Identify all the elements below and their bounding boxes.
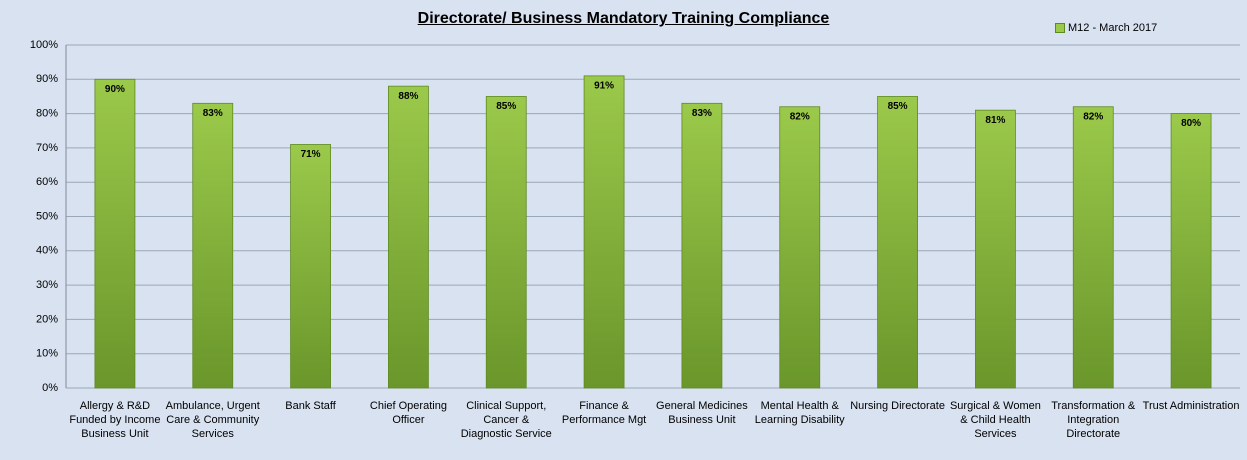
y-tick-label: 50%: [36, 210, 58, 222]
chart-title: Directorate/ Business Mandatory Training…: [417, 10, 830, 27]
y-tick-label: 100%: [30, 39, 58, 51]
x-tick-label: Bank Staff: [285, 400, 336, 412]
legend-label: M12 - March 2017: [1068, 22, 1158, 34]
bar: [1170, 113, 1212, 389]
y-tick-label: 40%: [36, 245, 58, 257]
bar: [1072, 106, 1114, 389]
bar: [290, 144, 331, 389]
bar: [681, 102, 723, 389]
data-label: 83%: [203, 108, 223, 119]
data-label: 82%: [1083, 111, 1103, 122]
y-tick-label: 30%: [36, 279, 58, 291]
legend: M12 - March 2017: [1055, 22, 1157, 34]
x-tick-label: Mental Health & Learning Disability: [754, 400, 845, 426]
y-tick-label: 20%: [36, 313, 58, 325]
legend-swatch: [1055, 23, 1065, 33]
data-label: 82%: [790, 111, 810, 122]
x-tick-label: General Medicines Business Unit: [656, 400, 748, 426]
data-label: 85%: [496, 101, 516, 112]
y-tick-label: 10%: [36, 348, 58, 360]
bar: [485, 96, 527, 389]
y-tick-label: 80%: [36, 108, 58, 120]
bar: [583, 75, 625, 389]
data-label: 71%: [301, 149, 321, 160]
bar: [388, 85, 429, 389]
y-tick-label: 0%: [42, 382, 58, 394]
y-tick-label: 90%: [36, 73, 58, 85]
x-tick-label: Finance & Performance Mgt: [561, 400, 647, 426]
data-label: 91%: [594, 81, 614, 92]
x-tick-label: Transformation & Integration Directorate: [1051, 400, 1136, 440]
y-tick-label: 60%: [36, 176, 58, 188]
x-tick-label: Clinical Support, Cancer & Diagnostic Se…: [460, 400, 552, 440]
x-tick-label: Trust Administration: [1142, 400, 1240, 412]
y-tick-label: 70%: [36, 142, 58, 154]
data-label: 83%: [692, 108, 712, 119]
x-tick-label: Chief Operating Officer: [369, 400, 447, 426]
data-label: 88%: [398, 91, 418, 102]
data-label: 85%: [888, 101, 908, 112]
data-label: 90%: [105, 84, 125, 95]
x-tick-label: Surgical & Women & Child Health Services: [949, 400, 1041, 440]
x-tick-label: Ambulance, Urgent Care & Community Servi…: [165, 400, 260, 440]
bar: [94, 78, 136, 389]
x-tick-label: Nursing Directorate: [850, 400, 945, 412]
bar: [779, 106, 821, 389]
bar: [192, 102, 234, 389]
bar: [877, 96, 918, 389]
x-tick-label: Allergy & R&D Funded by Income Business …: [69, 400, 161, 440]
data-label: 81%: [985, 115, 1005, 126]
bar: [975, 109, 1016, 389]
data-label: 80%: [1181, 118, 1201, 129]
